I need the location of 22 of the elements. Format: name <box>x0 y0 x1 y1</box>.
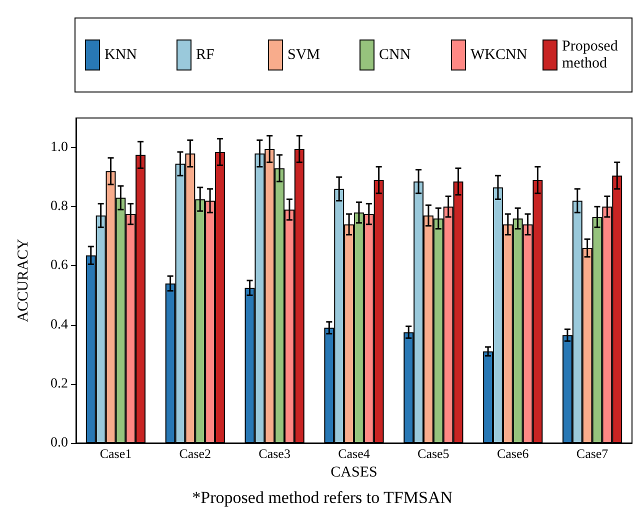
y-axis-title: ACCURACY <box>16 238 32 322</box>
y-tick-label: 0.2 <box>50 376 68 392</box>
text: *Proposed method refers to TFMSAN <box>192 488 453 507</box>
y-tick-label: 0.8 <box>50 199 68 214</box>
x-tick-label: Case2 <box>179 446 212 461</box>
x-tick-label: Case4 <box>338 446 370 461</box>
legend-label: SVM <box>288 47 320 63</box>
x-tick-label: Case7 <box>576 446 609 461</box>
x-tick-label: Case6 <box>496 446 530 461</box>
legend-label: Proposed method <box>562 38 622 72</box>
legend-label: WKCNN <box>470 47 528 63</box>
legend-label: CNN <box>379 47 411 63</box>
x-tick-label: Case1 <box>100 446 132 461</box>
legend-label: KNN <box>104 47 138 63</box>
y-tick-label: 0.6 <box>50 258 68 274</box>
y-tick-label: 0.4 <box>50 317 68 332</box>
y-tick-label: 0.0 <box>50 436 68 450</box>
y-tick-label: 1.0 <box>50 140 68 156</box>
x-tick-label: Case3 <box>258 446 290 461</box>
legend-label: RF <box>196 47 214 63</box>
x-axis-title: CASES <box>330 464 378 480</box>
x-tick-label: Case5 <box>418 446 450 461</box>
